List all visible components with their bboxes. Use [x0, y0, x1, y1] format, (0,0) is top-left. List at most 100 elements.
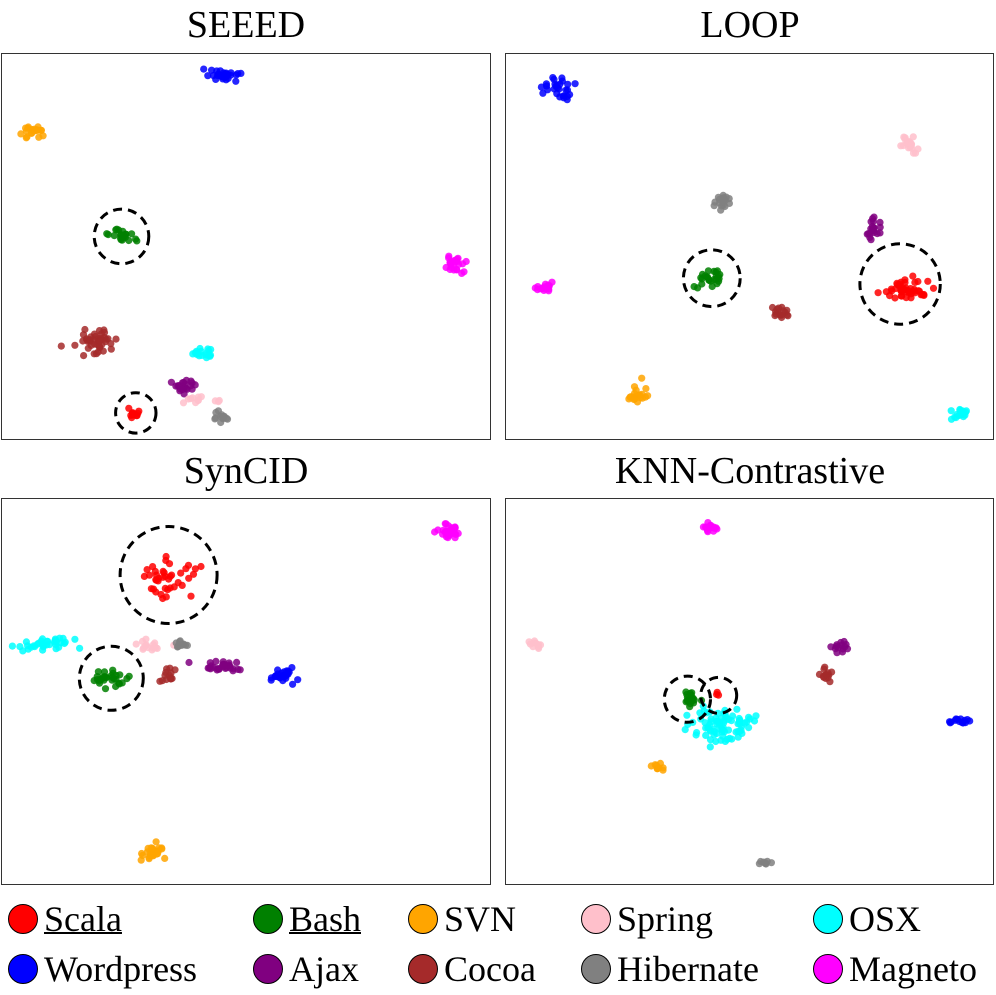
legend-label: SVN [444, 899, 517, 939]
cluster-svn [625, 374, 652, 406]
legend-label: OSX [849, 899, 922, 939]
cluster-wordpress [946, 715, 974, 727]
point-cocoa [167, 669, 175, 677]
point-ajax [870, 224, 878, 232]
legend-swatch [581, 954, 611, 984]
point-osx [710, 728, 718, 736]
point-magneto [446, 259, 455, 268]
point-svn [155, 844, 163, 852]
point-cocoa [79, 337, 87, 345]
point-scala [143, 566, 151, 574]
point-ajax [876, 229, 884, 237]
point-ajax [869, 217, 877, 225]
point-wordpress [560, 92, 568, 100]
cluster-cocoa [768, 303, 792, 322]
point-osx [57, 639, 65, 647]
cluster-osx [8, 634, 84, 655]
point-cocoa [815, 670, 824, 678]
point-svn [24, 123, 32, 131]
highlight-circle-bash [77, 644, 145, 712]
point-wordpress [558, 77, 566, 85]
legend-swatch [408, 904, 438, 934]
point-hibernate [767, 859, 775, 867]
point-cocoa [167, 675, 175, 683]
point-osx [206, 351, 215, 359]
point-scala [891, 294, 899, 302]
point-cocoa [107, 340, 115, 348]
point-magneto [439, 526, 447, 534]
legend-label: Ajax [289, 949, 359, 989]
cluster-bash [690, 267, 724, 292]
point-spring [152, 644, 160, 652]
point-bash [101, 685, 110, 693]
cluster-osx [189, 344, 215, 362]
point-osx [717, 736, 725, 744]
legend-label: Scala [44, 899, 122, 939]
point-svn [644, 392, 652, 400]
point-osx [693, 729, 701, 737]
point-magneto [712, 524, 720, 532]
cluster-osx [681, 702, 760, 751]
point-cocoa [100, 328, 109, 337]
point-osx [738, 729, 746, 737]
cluster-magneto [442, 252, 470, 277]
point-cocoa [771, 312, 779, 320]
cluster-scala [125, 404, 143, 422]
point-wordpress [562, 86, 570, 94]
point-svn [651, 761, 659, 769]
legend-item-bash: Bash [253, 896, 361, 942]
point-hibernate [214, 407, 222, 415]
point-svn [630, 383, 639, 391]
legend-swatch [8, 904, 38, 934]
point-cocoa [79, 331, 88, 339]
cluster-cocoa [815, 663, 836, 686]
point-bash [713, 267, 721, 275]
point-osx [193, 349, 201, 357]
point-scala [149, 563, 157, 571]
point-magneto [450, 529, 459, 537]
point-scala [907, 285, 915, 293]
point-spring [194, 396, 202, 404]
point-wordpress [200, 65, 208, 73]
point-wordpress [232, 77, 240, 85]
legend-label: Cocoa [444, 949, 536, 989]
legend-label: Spring [617, 899, 714, 939]
point-scala [191, 565, 199, 573]
point-svn [630, 389, 639, 397]
point-spring [530, 637, 539, 645]
point-bash [93, 673, 101, 681]
point-scala [924, 277, 932, 285]
point-wordpress [946, 718, 954, 726]
point-cocoa [161, 671, 169, 679]
point-magneto [460, 268, 468, 276]
point-wordpress [966, 717, 974, 725]
point-scala [911, 278, 919, 286]
panel-frame-syncid [1, 498, 491, 885]
point-spring [132, 640, 140, 648]
point-svn [659, 766, 667, 774]
point-wordpress [285, 668, 293, 676]
point-ajax [206, 659, 214, 667]
point-wordpress [294, 676, 302, 684]
point-wordpress [274, 666, 282, 674]
point-ajax [172, 382, 180, 390]
legend-swatch [253, 904, 283, 934]
legend-swatch [581, 904, 611, 934]
point-hibernate [211, 415, 219, 423]
cluster-spring [897, 133, 922, 157]
point-wordpress [951, 716, 959, 724]
cluster-scala [874, 272, 938, 302]
point-bash [682, 688, 690, 696]
legend-item-ajax: Ajax [253, 946, 359, 992]
point-bash [117, 231, 125, 239]
legend-label: Bash [289, 899, 361, 939]
legend-swatch [253, 954, 283, 984]
cluster-hibernate [710, 191, 733, 214]
point-osx [752, 712, 760, 720]
point-osx [733, 705, 741, 713]
point-scala [909, 272, 917, 280]
legend-item-spring: Spring [581, 896, 713, 942]
panel-title-knn-contrastive: KNN-Contrastive [614, 450, 886, 492]
point-svn [22, 134, 30, 142]
cluster-wordpress [200, 65, 245, 85]
